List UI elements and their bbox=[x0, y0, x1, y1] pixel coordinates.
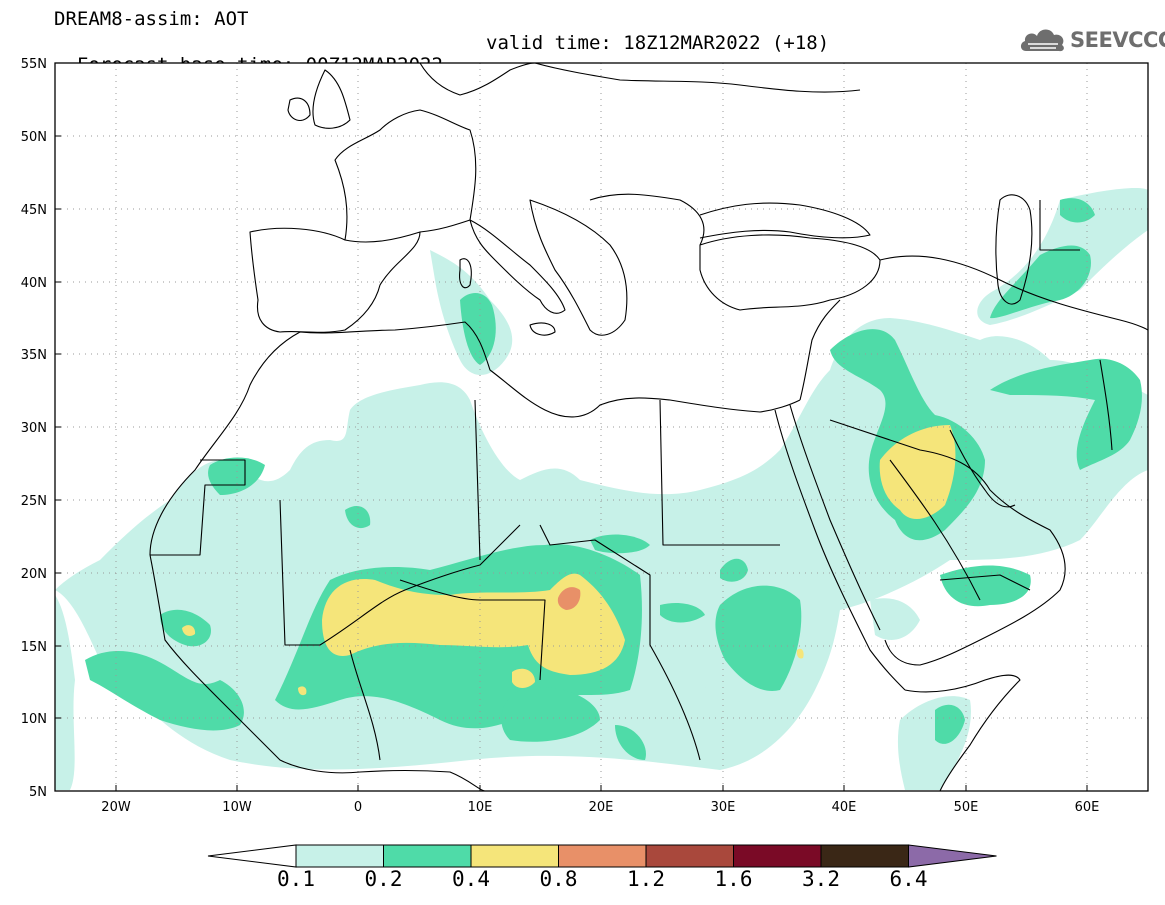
lon-label: 50E bbox=[954, 800, 979, 815]
lon-label: 10W bbox=[222, 800, 252, 815]
lon-label: 10E bbox=[468, 800, 493, 815]
lat-label: 5N bbox=[29, 785, 47, 800]
lon-labels: 20W 10W 0 10E 20E 30E 40E 50E 60E bbox=[101, 800, 1099, 815]
lat-label: 40N bbox=[21, 276, 47, 291]
aot-band-0.8 bbox=[557, 587, 581, 610]
colorbar-segment bbox=[470, 844, 559, 868]
colorbar-segment bbox=[820, 844, 909, 868]
colorbar-label: 1.2 bbox=[627, 867, 665, 891]
colorbar-segment bbox=[383, 844, 472, 868]
lat-label: 35N bbox=[21, 348, 47, 363]
colorbar-segment bbox=[558, 844, 647, 868]
lon-label: 60E bbox=[1075, 800, 1100, 815]
cloud-icon bbox=[1020, 29, 1064, 52]
lat-label: 30N bbox=[21, 421, 47, 436]
coastlines-borders bbox=[149, 63, 1148, 791]
colorbar bbox=[207, 844, 997, 868]
colorbar-over-arrow bbox=[908, 844, 997, 868]
aot-band-0.4 bbox=[182, 425, 956, 696]
logo-text: SEEVCCC bbox=[1070, 28, 1165, 52]
colorbar-segment bbox=[645, 844, 734, 868]
lat-label: 50N bbox=[21, 130, 47, 145]
colorbar-label: 0.4 bbox=[452, 867, 490, 891]
map-title: DREAM8-assim: AOT bbox=[54, 8, 249, 30]
lon-label: 20W bbox=[101, 800, 131, 815]
colorbar-under-arrow bbox=[207, 844, 297, 868]
lat-label: 45N bbox=[21, 203, 47, 218]
lon-label: 30E bbox=[711, 800, 736, 815]
colorbar-label: 1.6 bbox=[714, 867, 753, 891]
colorbar-label: 0.8 bbox=[539, 867, 578, 891]
lat-label: 10N bbox=[21, 712, 47, 727]
colorbar-segment bbox=[295, 844, 384, 868]
valid-time: valid time: 18Z12MAR2022 (+18) bbox=[486, 32, 830, 54]
graticule bbox=[55, 63, 1148, 791]
lon-label: 20E bbox=[589, 800, 614, 815]
seevccc-logo: SEEVCCC bbox=[1018, 24, 1165, 56]
lat-label: 55N bbox=[21, 57, 47, 72]
colorbar-label: 0.2 bbox=[364, 867, 403, 891]
colorbar-segment bbox=[733, 844, 822, 868]
lat-label: 15N bbox=[21, 640, 47, 655]
lon-label: 40E bbox=[832, 800, 857, 815]
lat-labels: 55N 50N 45N 40N 35N 30N 25N 20N 15N 10N … bbox=[21, 57, 47, 800]
lat-label: 20N bbox=[21, 567, 47, 582]
lon-label: 0 bbox=[354, 800, 362, 815]
colorbar-label: 0.1 bbox=[277, 867, 315, 891]
colorbar-label: 6.4 bbox=[889, 867, 928, 891]
colorbar-label: 3.2 bbox=[802, 867, 840, 891]
lat-label: 25N bbox=[21, 494, 47, 509]
axis-ticks bbox=[55, 62, 1088, 792]
